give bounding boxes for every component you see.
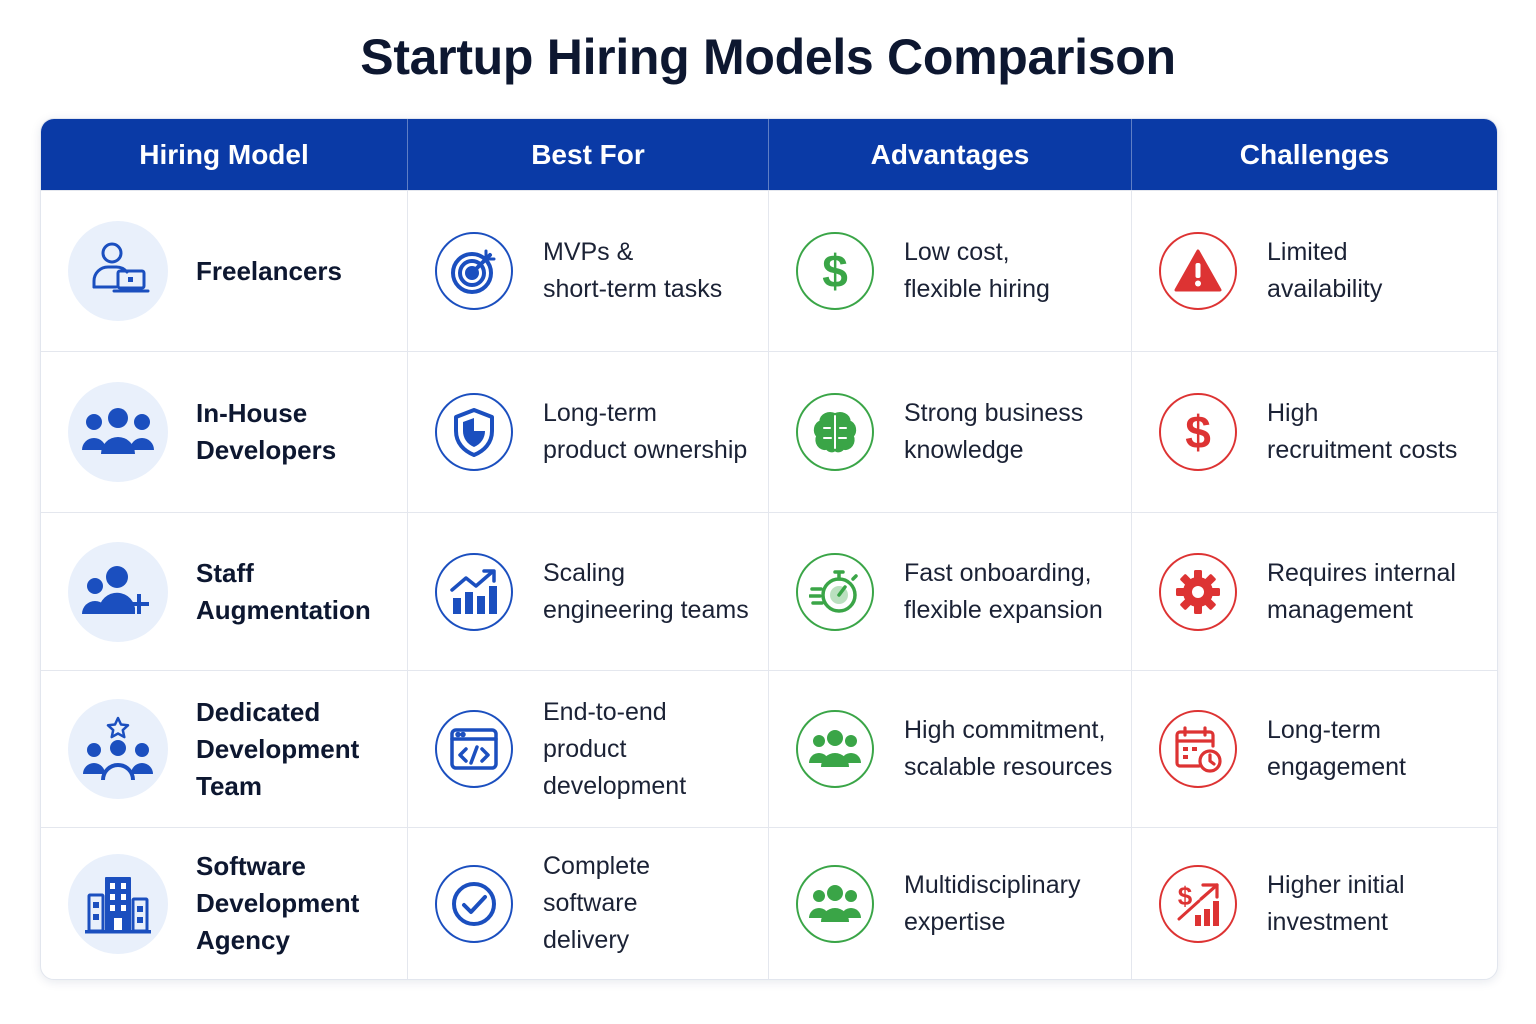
- gear-icon: [1159, 552, 1237, 631]
- comparison-table: Hiring Model Best For Advantages Challen…: [40, 118, 1498, 980]
- model-name: Software Development Agency: [196, 851, 360, 955]
- best-for-text: Scaling engineering teams: [543, 558, 749, 624]
- table-row: In-House Developers Long-term product ow…: [41, 351, 1497, 512]
- advantage-text: Low cost, flexible hiring: [904, 238, 1050, 303]
- cost-chart-icon: $: [1159, 864, 1237, 943]
- advantage-text: Strong business knowledge: [904, 399, 1084, 464]
- stopwatch-icon: [796, 552, 874, 631]
- header-challenges: Challenges: [1239, 138, 1390, 170]
- challenge-cell: Long-term engagement: [1132, 671, 1497, 827]
- table-row: Dedicated Development Team End-to-end pr…: [41, 670, 1497, 827]
- model-cell: In-House Developers: [41, 352, 408, 512]
- table-header: Hiring Model Best For Advantages Challen…: [41, 119, 1497, 190]
- best-for-text: MVPs & short-term tasks: [543, 238, 723, 303]
- best-for-text: End-to-end product development: [543, 697, 687, 800]
- advantage-text: Fast onboarding, flexible expansion: [904, 558, 1103, 624]
- model-name: In-House Developers: [196, 398, 337, 465]
- challenge-cell: Requires internal management: [1132, 513, 1497, 670]
- model-name: Staff Augmentation: [196, 557, 371, 625]
- advantage-cell: Fast onboarding, flexible expansion: [769, 513, 1132, 670]
- challenge-cell: $ High recruitment costs: [1132, 352, 1497, 512]
- header-hiring-model: Hiring Model: [41, 119, 408, 190]
- target-icon: [435, 232, 513, 310]
- check-circle-icon: [435, 864, 513, 943]
- advantage-text: Multidisciplinary expertise: [904, 870, 1081, 936]
- advantage-cell: High commitment, scalable resources: [769, 671, 1132, 827]
- svg-text:$: $: [1178, 881, 1193, 911]
- building-icon: [68, 853, 168, 954]
- advantage-text: High commitment, scalable resources: [904, 716, 1113, 781]
- challenge-cell: $ Higher initial investment: [1132, 828, 1497, 979]
- model-cell: Software Development Agency: [41, 828, 408, 979]
- team-icon: [68, 382, 168, 482]
- table-row: Software Development Agency Complete sof…: [41, 827, 1497, 979]
- dollar-icon: $: [796, 232, 874, 310]
- challenge-text: Requires internal management: [1267, 558, 1456, 624]
- model-cell: Freelancers: [41, 191, 408, 351]
- svg-text:$: $: [1185, 406, 1211, 458]
- best-for-text: Complete software delivery: [543, 852, 650, 954]
- header-best-for: Best For: [408, 119, 769, 190]
- svg-text:$: $: [822, 245, 848, 297]
- header-advantages: Advantages: [769, 119, 1132, 190]
- model-cell: Staff Augmentation: [41, 513, 408, 670]
- calendar-clock-icon: [1159, 710, 1237, 788]
- best-for-cell: MVPs & short-term tasks: [408, 191, 769, 351]
- group-icon: [796, 864, 874, 943]
- model-name: Freelancers: [196, 255, 342, 286]
- advantage-cell: Strong business knowledge: [769, 352, 1132, 512]
- shield-icon: [435, 393, 513, 471]
- model-cell: Dedicated Development Team: [41, 671, 408, 827]
- challenge-text: Limited availability: [1267, 238, 1383, 303]
- best-for-cell: Long-term product ownership: [408, 352, 769, 512]
- best-for-cell: Complete software delivery: [408, 828, 769, 979]
- dollar-icon: $: [1159, 393, 1237, 471]
- code-window-icon: [435, 710, 513, 788]
- group-icon: [796, 710, 874, 788]
- table-row: Freelancers MVPs & short-term tasks: [41, 190, 1497, 351]
- star-team-icon: [68, 699, 168, 799]
- advantage-cell: $ Low cost, flexible hiring: [769, 191, 1132, 351]
- model-name: Dedicated Development Team: [196, 696, 360, 801]
- brain-icon: [796, 393, 874, 471]
- growth-chart-icon: [435, 552, 513, 631]
- challenge-cell: Limited availability: [1132, 191, 1497, 351]
- challenge-text: Long-term engagement: [1267, 716, 1407, 781]
- person-laptop-icon: [68, 221, 168, 321]
- table-row: Staff Augmentation Scaling engineering t…: [41, 512, 1497, 670]
- challenge-text: High recruitment costs: [1267, 399, 1458, 464]
- best-for-cell: End-to-end product development: [408, 671, 769, 827]
- challenge-text: Higher initial investment: [1267, 870, 1405, 936]
- warning-icon: [1159, 232, 1237, 310]
- add-people-icon: [68, 541, 168, 642]
- advantage-cell: Multidisciplinary expertise: [769, 828, 1132, 979]
- best-for-text: Long-term product ownership: [543, 399, 748, 464]
- best-for-cell: Scaling engineering teams: [408, 513, 769, 670]
- page-title: Startup Hiring Models Comparison: [360, 29, 1176, 85]
